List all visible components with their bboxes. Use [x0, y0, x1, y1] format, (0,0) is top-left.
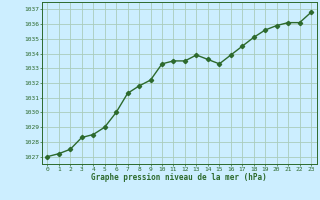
X-axis label: Graphe pression niveau de la mer (hPa): Graphe pression niveau de la mer (hPa)	[91, 173, 267, 182]
